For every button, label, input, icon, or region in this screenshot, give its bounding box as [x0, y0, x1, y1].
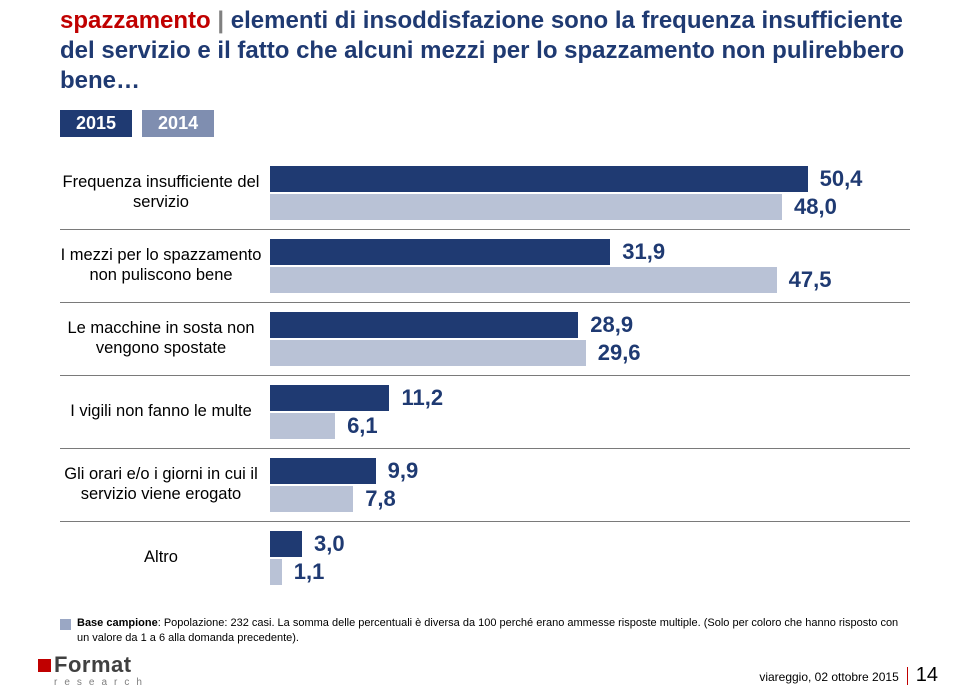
- page-number-area: viareggio, 02 ottobre 2015 14: [759, 664, 938, 687]
- chart-row: Le macchine in sosta non vengono spostat…: [60, 303, 910, 376]
- year-legend: 2015 2014: [60, 110, 910, 137]
- row-label: I vigili non fanno le multe: [60, 402, 270, 422]
- logo-subtitle: research: [54, 678, 149, 688]
- bar: [270, 340, 586, 366]
- page-number: 14: [916, 664, 938, 687]
- bar-value: 3,0: [314, 531, 345, 557]
- chart-row: Gli orari e/o i giorni in cui il servizi…: [60, 449, 910, 522]
- bars-area: 3,01,1: [270, 528, 910, 588]
- bar: [270, 385, 389, 411]
- bar-value: 11,2: [401, 385, 443, 411]
- bar-wrap: 28,9: [270, 312, 910, 338]
- chart-row: Altro3,01,1: [60, 522, 910, 594]
- bar-wrap: 9,9: [270, 458, 910, 484]
- bar-value: 7,8: [365, 486, 396, 512]
- bar-wrap: 31,9: [270, 239, 910, 265]
- row-label: I mezzi per lo spazzamento non puliscono…: [60, 246, 270, 286]
- bar-value: 6,1: [347, 413, 378, 439]
- title-separator: |: [211, 7, 231, 34]
- title-lead: spazzamento: [60, 7, 211, 34]
- bar-wrap: 6,1: [270, 413, 910, 439]
- bars-area: 11,2 6,1: [270, 382, 910, 442]
- bar-wrap: 47,5: [270, 267, 910, 293]
- bar-value: 47,5: [789, 267, 832, 293]
- footer-date: viareggio, 02 ottobre 2015: [759, 670, 898, 684]
- bar: [270, 559, 282, 585]
- bar-value: 48,0: [794, 194, 837, 220]
- footnote: Base campione: Popolazione: 232 casi. La…: [60, 616, 910, 646]
- bar-wrap: 11,2: [270, 385, 910, 411]
- bar: [270, 486, 353, 512]
- row-label: Frequenza insufficiente del servizio: [60, 173, 270, 213]
- footnote-body: : Popolazione: 232 casi. La somma delle …: [77, 617, 898, 644]
- chart-row: Frequenza insufficiente del servizio50,4…: [60, 157, 910, 230]
- bar-wrap: 48,0: [270, 194, 910, 220]
- slide-footer: Format research viareggio, 02 ottobre 20…: [0, 655, 960, 687]
- bars-area: 31,9 47,5: [270, 236, 910, 296]
- logo-name: Format: [54, 655, 132, 676]
- bar-value: 31,9: [622, 239, 665, 265]
- bar: [270, 239, 610, 265]
- chart-row: I vigili non fanno le multe 11,2 6,1: [60, 376, 910, 449]
- row-label: Gli orari e/o i giorni in cui il servizi…: [60, 465, 270, 505]
- year-badge-2015: 2015: [60, 110, 132, 137]
- bar-wrap: 50,4: [270, 166, 910, 192]
- year-badge-2014: 2014: [142, 110, 214, 137]
- bar: [270, 166, 808, 192]
- bar-value: 28,9: [590, 312, 633, 338]
- bar-wrap: 7,8: [270, 486, 910, 512]
- page-number-divider: [907, 667, 908, 685]
- bar: [270, 458, 376, 484]
- bar: [270, 312, 578, 338]
- bar-value: 29,6: [598, 340, 641, 366]
- bar: [270, 413, 335, 439]
- bars-area: 50,448,0: [270, 163, 910, 223]
- bars-area: 9,97,8: [270, 455, 910, 515]
- bar: [270, 194, 782, 220]
- bar-wrap: 1,1: [270, 559, 910, 585]
- bar-value: 50,4: [820, 166, 863, 192]
- row-label: Altro: [60, 548, 270, 568]
- brand-logo: Format research: [38, 655, 149, 687]
- bar-wrap: 29,6: [270, 340, 910, 366]
- footnote-bullet: [60, 619, 71, 630]
- bar: [270, 531, 302, 557]
- footnote-text: Base campione: Popolazione: 232 casi. La…: [77, 616, 910, 646]
- slide-title: spazzamento | elementi di insoddisfazion…: [60, 0, 910, 96]
- bar-value: 9,9: [388, 458, 419, 484]
- bar-chart: Frequenza insufficiente del servizio50,4…: [60, 157, 910, 594]
- logo-square-icon: [38, 659, 51, 672]
- chart-row: I mezzi per lo spazzamento non puliscono…: [60, 230, 910, 303]
- footnote-bold: Base campione: [77, 617, 158, 629]
- row-label: Le macchine in sosta non vengono spostat…: [60, 319, 270, 359]
- bars-area: 28,929,6: [270, 309, 910, 369]
- bar: [270, 267, 777, 293]
- bar-wrap: 3,0: [270, 531, 910, 557]
- bar-value: 1,1: [294, 559, 325, 585]
